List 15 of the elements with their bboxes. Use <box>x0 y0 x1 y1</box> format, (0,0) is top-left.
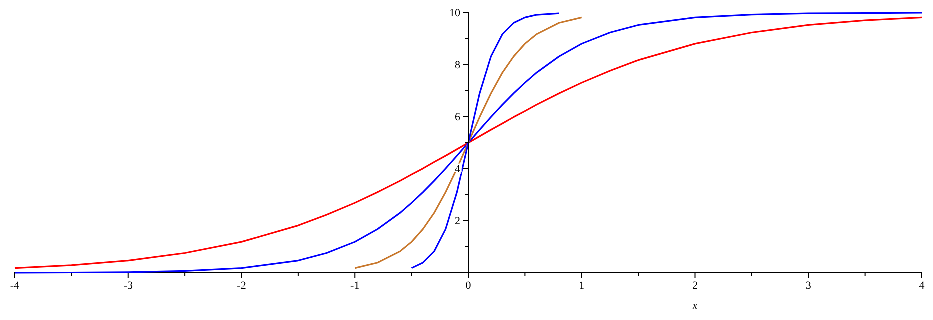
y-tick-label: 10 <box>450 8 461 20</box>
x-tick-label: -4 <box>10 280 20 292</box>
x-tick-label: -2 <box>237 280 246 292</box>
x-tick-label: 1 <box>579 280 585 292</box>
x-tick-label: 2 <box>692 280 698 292</box>
x-tick-label: 4 <box>919 280 926 292</box>
x-axis-title: x <box>692 301 698 312</box>
y-tick-label: 2 <box>455 216 460 228</box>
x-tick-label: 0 <box>466 280 472 292</box>
x-tick-label: -3 <box>124 280 134 292</box>
x-tick-label: -1 <box>350 280 360 292</box>
x-tick-label: 3 <box>806 280 812 292</box>
y-tick-label: 8 <box>455 60 461 72</box>
y-tick-label: 6 <box>455 112 461 124</box>
line-series <box>354 16 583 270</box>
